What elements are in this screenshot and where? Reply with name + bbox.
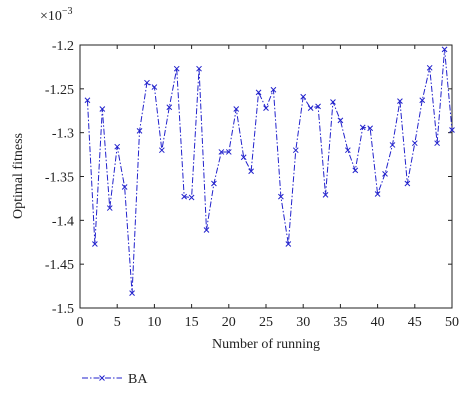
data-point [166, 104, 173, 111]
x-tick-label: 40 [371, 315, 385, 330]
x-axis-label: Number of running [212, 337, 320, 352]
x-tick-label: 10 [147, 315, 161, 330]
y-tick-label: -1.5 [52, 302, 74, 317]
data-point [337, 117, 344, 124]
data-point [352, 167, 359, 174]
x-tick-label: 15 [185, 315, 199, 330]
x-tick-label: 25 [259, 315, 273, 330]
data-point [419, 97, 426, 104]
x-tick-label: 5 [114, 315, 121, 330]
x-tick-label: 35 [333, 315, 347, 330]
data-point [300, 93, 307, 100]
x-tick-label: 0 [77, 315, 84, 330]
data-point [315, 103, 321, 110]
data-point [129, 290, 135, 296]
data-point [248, 168, 254, 175]
data-point [367, 125, 374, 132]
data-point [158, 147, 165, 154]
x-tick-label: 20 [222, 315, 236, 330]
data-point [389, 142, 396, 148]
data-point [404, 180, 411, 187]
data-point [374, 191, 381, 197]
data-point [136, 128, 143, 134]
data-point [255, 89, 262, 96]
y-tick-label: -1.35 [45, 171, 74, 186]
data-point [330, 99, 336, 105]
data-point [99, 106, 106, 112]
data-point [278, 193, 284, 200]
data-point [173, 65, 180, 72]
data-point [92, 241, 98, 247]
y-tick-label: -1.3 [52, 127, 74, 142]
legend-label: BA [128, 372, 148, 387]
data-point [292, 147, 299, 154]
data-point [144, 79, 150, 86]
data-point [181, 193, 188, 200]
data-point [188, 194, 195, 201]
legend-marker [99, 375, 105, 381]
data-point [434, 140, 440, 147]
data-point [285, 241, 292, 247]
x-tick-label: 30 [296, 315, 310, 330]
data-point [449, 127, 455, 133]
series-line [86, 49, 453, 294]
y-tick-label: -1.4 [52, 214, 74, 229]
y-tick-label: -1.25 [45, 83, 74, 98]
data-point [233, 106, 240, 112]
y-tick-label: -1.2 [52, 39, 74, 54]
data-point [240, 154, 247, 161]
data-point [203, 227, 210, 233]
y-scale: ×10−3 [40, 6, 73, 24]
data-point [441, 46, 448, 53]
plot-frame [79, 44, 453, 309]
data-point [263, 105, 269, 111]
y-axis-label: Optimal fitness [11, 133, 26, 219]
data-point [397, 98, 403, 104]
x-tick-label: 45 [408, 315, 422, 330]
data-point [322, 192, 329, 198]
data-point [270, 86, 277, 93]
data-point [411, 140, 418, 147]
data-point [106, 205, 113, 211]
data-point [84, 97, 91, 104]
data-point [121, 184, 128, 190]
data-point [151, 84, 158, 90]
data-point [382, 171, 388, 177]
data-point [307, 105, 314, 111]
data-point [196, 65, 202, 72]
data-point [225, 149, 232, 155]
data-point [426, 64, 433, 71]
data-point [359, 124, 366, 131]
x-tick-label: 50 [445, 315, 459, 330]
data-point [218, 149, 225, 155]
data-point [344, 147, 351, 154]
data-point [114, 143, 121, 150]
y-tick-label: -1.45 [45, 258, 74, 273]
data-point [211, 180, 217, 187]
